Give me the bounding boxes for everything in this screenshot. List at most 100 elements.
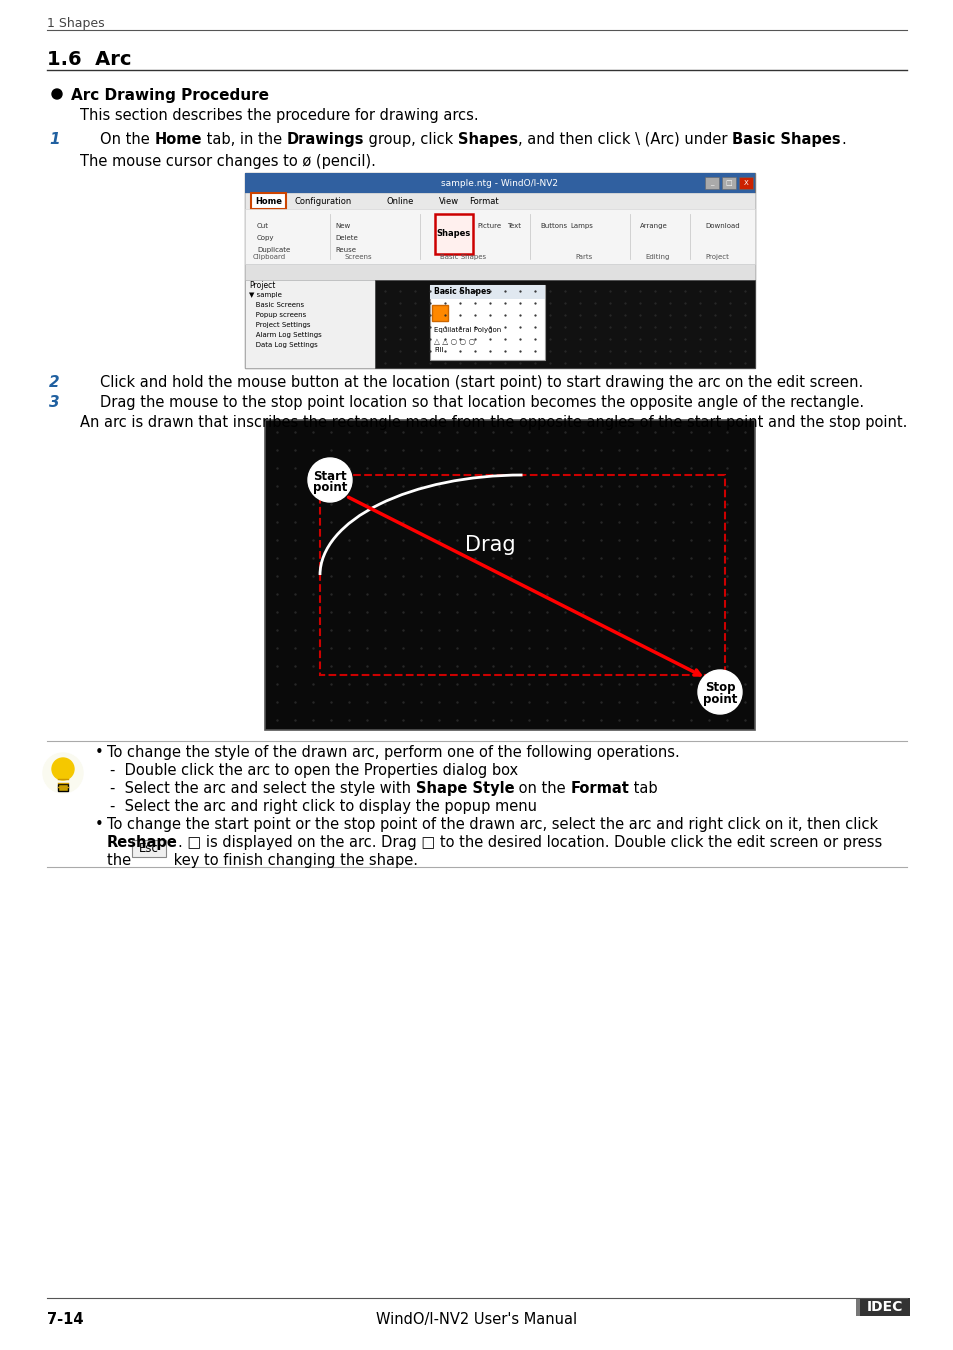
FancyBboxPatch shape: [375, 279, 754, 369]
Text: X: X: [742, 180, 747, 186]
Text: This section describes the procedure for drawing arcs.: This section describes the procedure for…: [80, 108, 478, 123]
Text: Stop: Stop: [704, 682, 735, 694]
Text: On the: On the: [100, 132, 154, 147]
Text: 1.6  Arc: 1.6 Arc: [47, 50, 132, 69]
Text: Alarm Log Settings: Alarm Log Settings: [249, 332, 321, 338]
Text: 1: 1: [49, 132, 59, 147]
Text: ▼ sample: ▼ sample: [249, 292, 281, 298]
Text: The mouse cursor changes to ø (pencil).: The mouse cursor changes to ø (pencil).: [80, 154, 375, 169]
FancyBboxPatch shape: [245, 265, 754, 279]
FancyBboxPatch shape: [245, 209, 754, 265]
Text: -  Select the arc and select the style with: - Select the arc and select the style wi…: [110, 782, 416, 796]
Text: Clipboard: Clipboard: [253, 254, 286, 261]
Text: Fill: Fill: [434, 347, 443, 352]
Text: on the: on the: [514, 782, 570, 796]
Text: □: □: [725, 180, 732, 186]
FancyBboxPatch shape: [265, 420, 754, 730]
Text: Popup screens: Popup screens: [249, 312, 306, 319]
Text: Arc Drawing Procedure: Arc Drawing Procedure: [71, 88, 269, 103]
Text: 1 Shapes: 1 Shapes: [47, 18, 105, 30]
FancyBboxPatch shape: [855, 1297, 859, 1316]
Text: group, click: group, click: [364, 132, 457, 147]
FancyBboxPatch shape: [859, 1297, 909, 1316]
Text: Project: Project: [249, 281, 275, 290]
Text: Start: Start: [313, 470, 347, 482]
Text: IDEC: IDEC: [866, 1300, 902, 1314]
Text: Reshape: Reshape: [107, 836, 177, 850]
Text: Shapes: Shapes: [457, 132, 517, 147]
Text: •: •: [95, 817, 104, 832]
FancyBboxPatch shape: [132, 840, 166, 857]
Text: Project: Project: [704, 254, 728, 261]
Text: Project Settings: Project Settings: [249, 323, 310, 328]
Text: View: View: [438, 197, 458, 205]
Circle shape: [52, 757, 74, 780]
FancyBboxPatch shape: [245, 193, 754, 209]
Text: To change the start point or the stop point of the drawn arc, select the arc and: To change the start point or the stop po…: [107, 817, 877, 832]
Text: Click and hold the mouse button at the location (start point) to start drawing t: Click and hold the mouse button at the l…: [100, 375, 862, 390]
Text: tab: tab: [629, 782, 658, 796]
Text: 3: 3: [49, 396, 59, 410]
Text: . □ is displayed on the arc. Drag □ to the desired location. Double click the ed: . □ is displayed on the arc. Drag □ to t…: [177, 836, 882, 850]
FancyBboxPatch shape: [704, 177, 719, 189]
Text: △ △ ○ ○ ○: △ △ ○ ○ ○: [434, 338, 475, 346]
Text: -  Select the arc and right click to display the popup menu: - Select the arc and right click to disp…: [110, 799, 537, 814]
Text: Picture: Picture: [476, 223, 500, 230]
FancyBboxPatch shape: [58, 784, 68, 791]
FancyBboxPatch shape: [245, 173, 754, 369]
FancyBboxPatch shape: [251, 193, 286, 209]
Text: Drag the mouse to the stop point location so that location becomes the opposite : Drag the mouse to the stop point locatio…: [100, 396, 863, 410]
Text: Configuration: Configuration: [294, 197, 352, 205]
Text: Screens: Screens: [345, 254, 373, 261]
Text: point: point: [313, 482, 347, 494]
Circle shape: [308, 458, 352, 502]
Text: sample.ntg - WindO/I-NV2: sample.ntg - WindO/I-NV2: [441, 178, 558, 188]
Text: Cut: Cut: [256, 223, 269, 230]
Text: Copy: Copy: [256, 235, 274, 242]
Text: key to finish changing the shape.: key to finish changing the shape.: [169, 853, 417, 868]
Text: Buttons: Buttons: [539, 223, 566, 230]
Text: New: New: [335, 223, 350, 230]
Text: Format: Format: [469, 197, 498, 205]
Text: .: .: [840, 132, 844, 147]
Text: Basic Shapes: Basic Shapes: [439, 254, 486, 261]
Text: , and then click \ (Arc) under: , and then click \ (Arc) under: [517, 132, 732, 147]
Text: 2: 2: [49, 375, 59, 390]
Text: An arc is drawn that inscribes the rectangle made from the opposite angles of th: An arc is drawn that inscribes the recta…: [80, 414, 906, 431]
FancyBboxPatch shape: [430, 285, 544, 360]
Circle shape: [43, 753, 83, 792]
Text: Drag: Drag: [464, 535, 515, 555]
Text: Lamps: Lamps: [569, 223, 592, 230]
Text: Online: Online: [387, 197, 414, 205]
Text: Arrange: Arrange: [639, 223, 667, 230]
FancyBboxPatch shape: [245, 173, 754, 193]
Text: •: •: [95, 745, 104, 760]
Text: Parts: Parts: [575, 254, 592, 261]
Text: Home: Home: [254, 197, 282, 205]
Text: Text: Text: [506, 223, 520, 230]
Text: Delete: Delete: [335, 235, 357, 242]
Text: point: point: [702, 694, 737, 706]
Text: To change the style of the drawn arc, perform one of the following operations.: To change the style of the drawn arc, pe…: [107, 745, 679, 760]
Text: Format: Format: [570, 782, 629, 796]
FancyBboxPatch shape: [245, 279, 375, 369]
Text: Basic Screens: Basic Screens: [249, 302, 304, 308]
Text: Download: Download: [704, 223, 739, 230]
Text: -  Double click the arc to open the Properties dialog box: - Double click the arc to open the Prope…: [110, 763, 517, 778]
Text: 7-14: 7-14: [47, 1312, 84, 1327]
FancyBboxPatch shape: [435, 215, 473, 254]
Text: tab, in the: tab, in the: [202, 132, 286, 147]
Text: Shape Style: Shape Style: [416, 782, 514, 796]
Text: Drawings: Drawings: [286, 132, 364, 147]
Text: Basic Shapes: Basic Shapes: [434, 288, 490, 297]
Text: Home: Home: [154, 132, 202, 147]
Text: _: _: [709, 180, 713, 186]
Text: Esc: Esc: [139, 842, 159, 856]
Text: Duplicate: Duplicate: [256, 247, 290, 252]
Text: WindO/I-NV2 User's Manual: WindO/I-NV2 User's Manual: [376, 1312, 577, 1327]
Text: Shapes: Shapes: [436, 230, 471, 239]
Text: the: the: [107, 853, 135, 868]
Text: Reuse: Reuse: [335, 247, 355, 252]
FancyBboxPatch shape: [432, 305, 448, 321]
FancyBboxPatch shape: [430, 285, 544, 298]
